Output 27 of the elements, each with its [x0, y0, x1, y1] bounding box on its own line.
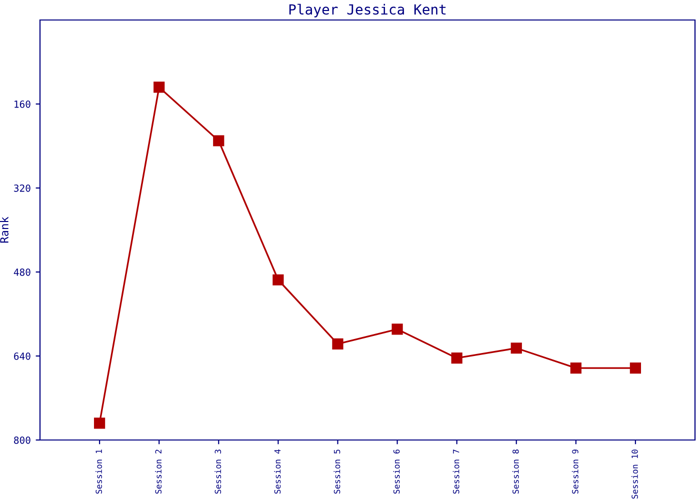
point: [392, 324, 403, 335]
point: [630, 362, 642, 374]
x-tick-label: Session 3: [214, 450, 222, 494]
x-tick-label: Session 7: [452, 450, 460, 494]
x-tick-label: Session 10: [631, 450, 638, 499]
point: [154, 82, 165, 93]
point: [213, 135, 224, 146]
x-tick-label: Session 4: [274, 449, 281, 494]
point: [451, 352, 462, 364]
point: [510, 342, 522, 354]
y-axis-title: Rank: [0, 216, 8, 243]
point: [332, 338, 344, 350]
x-tick-label: Session 5: [334, 450, 340, 494]
point: [272, 274, 284, 286]
x-tick-label: Session 6: [393, 450, 400, 494]
x-tick-label: Session 8: [512, 450, 519, 494]
point: [570, 362, 582, 374]
y-tick-label: 320: [14, 184, 30, 192]
chart-title: Player Jessica Kent: [289, 4, 446, 18]
x-tick-label: Session 9: [572, 450, 578, 494]
point: [94, 418, 106, 429]
y-tick-label: 800: [14, 436, 30, 444]
y-tick-label: 160: [14, 100, 30, 108]
x-tick-label: Session 1: [96, 450, 102, 494]
y-tick-label: 640: [14, 352, 30, 360]
y-tick-label: 480: [14, 268, 30, 276]
x-tick-label: Session 2: [155, 450, 162, 494]
